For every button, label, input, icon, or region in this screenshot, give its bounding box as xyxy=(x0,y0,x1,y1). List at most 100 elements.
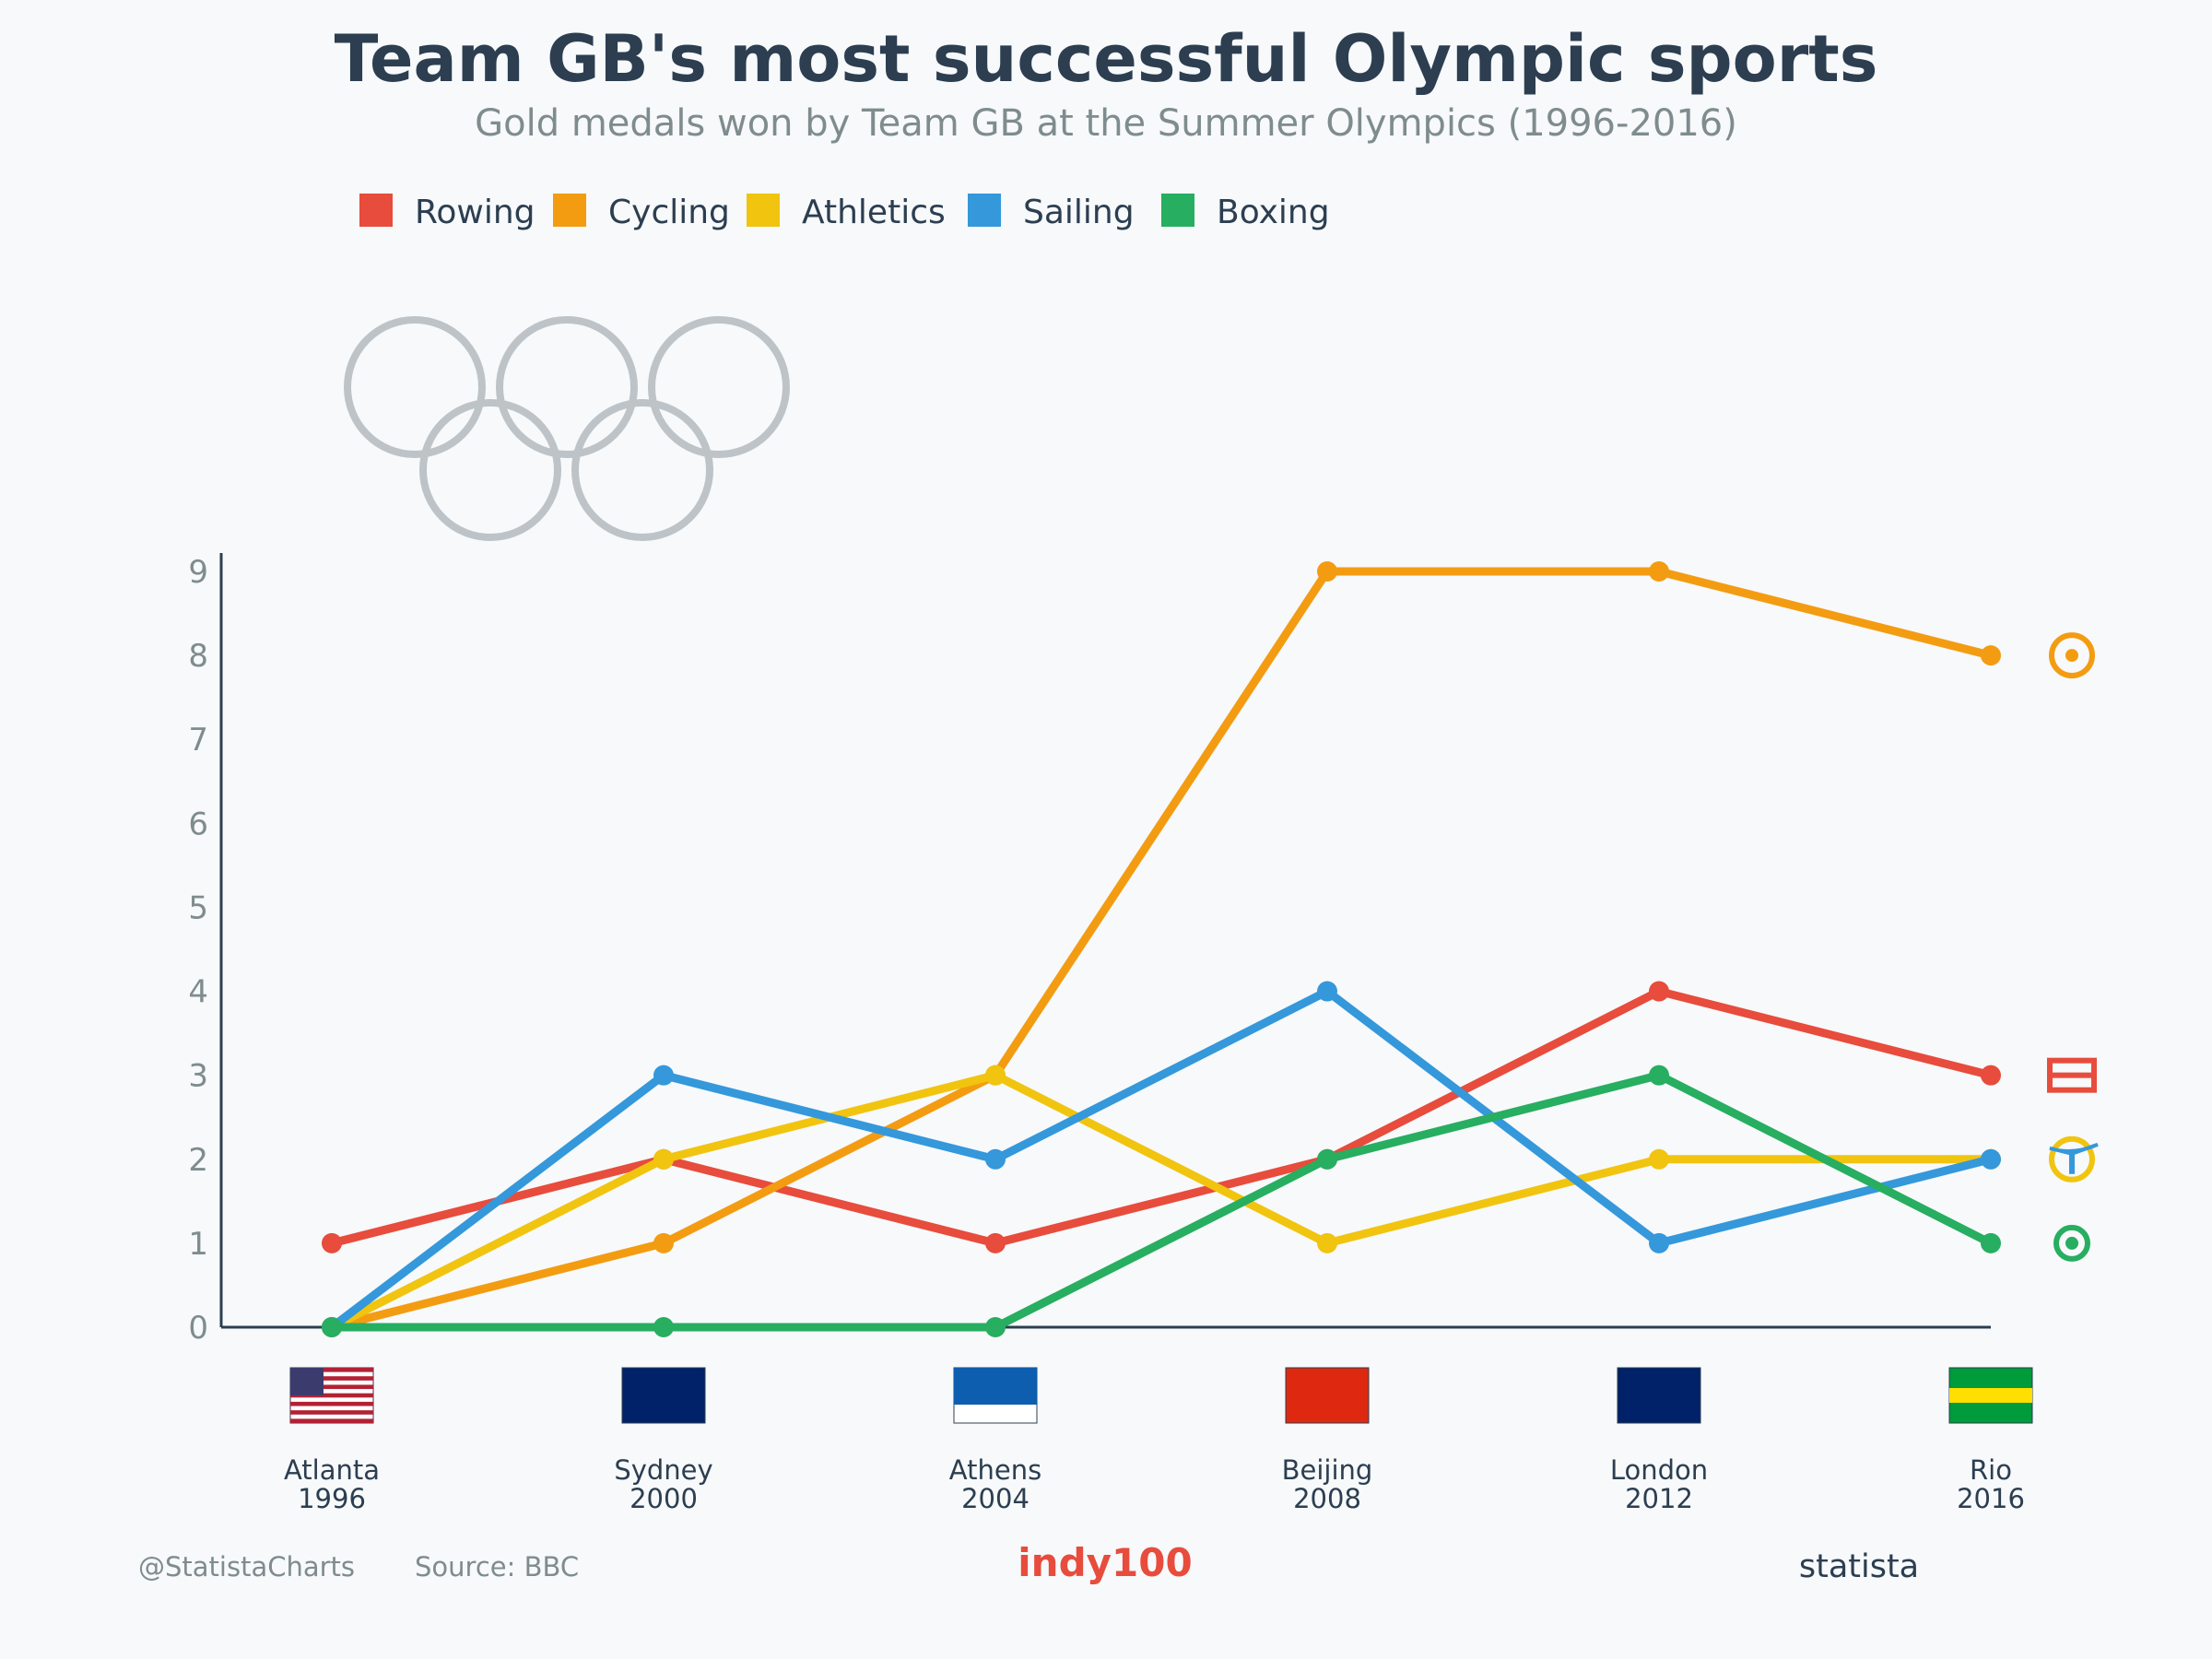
sailing-icon xyxy=(2049,1142,2099,1174)
x-tick-year: 2008 xyxy=(1293,1483,1361,1514)
x-axis: Atlanta1996Sydney2000Athens2004Beijing20… xyxy=(221,1325,2033,1514)
data-point xyxy=(1649,981,1669,1002)
data-point xyxy=(985,1232,1006,1253)
footer-source: Source: BBC xyxy=(415,1551,579,1583)
chart-subtitle: Gold medals won by Team GB at the Summer… xyxy=(475,102,1737,145)
legend-swatch xyxy=(968,194,1001,227)
greece-flag-icon xyxy=(953,1367,1038,1424)
data-point xyxy=(1317,1232,1337,1253)
series-line xyxy=(327,1071,1995,1332)
x-tick-city: Sydney xyxy=(614,1454,712,1486)
legend-swatch xyxy=(359,194,393,227)
series-boxing xyxy=(322,1065,2001,1337)
footer-brand-statista: statista xyxy=(1799,1548,1919,1585)
legend-swatch xyxy=(747,194,780,227)
legend-swatch xyxy=(553,194,586,227)
legend-label: Sailing xyxy=(1023,194,1135,231)
x-tick-city: Atlanta xyxy=(284,1454,380,1486)
x-tick-year: 2012 xyxy=(1625,1483,1693,1514)
y-tick-label: 1 xyxy=(188,1226,208,1263)
y-tick-label: 2 xyxy=(188,1142,208,1179)
legend: Rowing Cycling Athletics Sailing Boxing xyxy=(359,194,1330,231)
series-line xyxy=(327,1071,1995,1332)
data-point xyxy=(1317,561,1337,582)
legend-label: Cycling xyxy=(608,194,730,231)
data-point xyxy=(985,1065,1006,1086)
data-point xyxy=(1981,645,2001,666)
legend-label: Rowing xyxy=(415,194,535,231)
data-point xyxy=(1981,1232,2001,1253)
footer-handle: @StatistaCharts xyxy=(138,1551,355,1583)
olympic-rings-icon xyxy=(344,316,790,541)
brazil-flag-icon xyxy=(1948,1367,2033,1424)
data-point xyxy=(653,1148,674,1170)
x-tick-city: London xyxy=(1610,1454,1708,1486)
olympic-ring xyxy=(648,316,790,458)
series-line xyxy=(327,987,1995,1332)
series-line xyxy=(327,567,1995,1332)
data-point xyxy=(653,1317,674,1337)
data-point xyxy=(1649,561,1669,582)
x-tick-city: Beijing xyxy=(1282,1454,1373,1486)
y-tick-label: 3 xyxy=(188,1058,208,1095)
olympic-ring xyxy=(344,316,486,458)
y-tick-label: 0 xyxy=(188,1310,208,1347)
data-point xyxy=(1317,981,1337,1002)
x-tick-year: 2000 xyxy=(629,1483,698,1514)
data-point xyxy=(322,1317,342,1337)
data-point xyxy=(1317,1148,1337,1170)
legend-item-cycling: Cycling xyxy=(553,194,730,231)
data-point xyxy=(1649,1065,1669,1086)
data-point xyxy=(1649,1232,1669,1253)
data-point xyxy=(653,1065,674,1086)
australia-flag-icon xyxy=(621,1367,706,1424)
y-tick-label: 7 xyxy=(188,722,208,759)
x-tick-city: Athens xyxy=(949,1454,1041,1486)
legend-label: Athletics xyxy=(802,194,946,231)
olympic-ring xyxy=(571,399,713,541)
boxing-icon xyxy=(2053,1224,2090,1262)
uk-flag-icon xyxy=(1617,1367,1701,1424)
data-point xyxy=(985,1148,1006,1170)
x-tick-year: 1996 xyxy=(298,1483,366,1514)
data-point xyxy=(1649,1148,1669,1170)
y-tick-label: 6 xyxy=(188,806,208,842)
y-axis: 0 1 2 3 4 5 6 7 8 9 xyxy=(188,553,223,1347)
x-tick-city: Rio xyxy=(1970,1454,2012,1486)
china-flag-icon xyxy=(1285,1367,1370,1424)
legend-item-athletics: Athletics xyxy=(747,194,946,231)
series-group xyxy=(322,561,2001,1337)
legend-label: Boxing xyxy=(1217,194,1330,231)
data-point xyxy=(322,1232,342,1253)
legend-item-sailing: Sailing xyxy=(968,194,1135,231)
data-point xyxy=(653,1232,674,1253)
x-tick-year: 2016 xyxy=(1957,1483,2025,1514)
y-tick-label: 9 xyxy=(188,554,208,591)
cycling-icon xyxy=(2049,632,2095,679)
y-tick-label: 8 xyxy=(188,638,208,675)
footer-brand-indy100: indy100 xyxy=(1018,1540,1192,1585)
usa-flag-icon xyxy=(289,1367,374,1424)
chart-title: Team GB's most successful Olympic sports xyxy=(335,21,1878,97)
series-line xyxy=(327,987,1995,1248)
rowing-icon xyxy=(2047,1057,2097,1093)
sport-icons xyxy=(2047,632,2099,1262)
data-point xyxy=(1981,1148,2001,1170)
data-point xyxy=(1981,1065,2001,1086)
olympic-ring xyxy=(419,399,561,541)
y-tick-label: 5 xyxy=(188,889,208,926)
athletics-icon xyxy=(2049,1135,2095,1182)
x-tick-year: 2004 xyxy=(961,1483,1030,1514)
y-tick-label: 4 xyxy=(188,974,208,1011)
legend-item-boxing: Boxing xyxy=(1161,194,1330,231)
olympic-ring xyxy=(496,316,638,458)
legend-item-rowing: Rowing xyxy=(359,194,535,231)
legend-swatch xyxy=(1161,194,1194,227)
